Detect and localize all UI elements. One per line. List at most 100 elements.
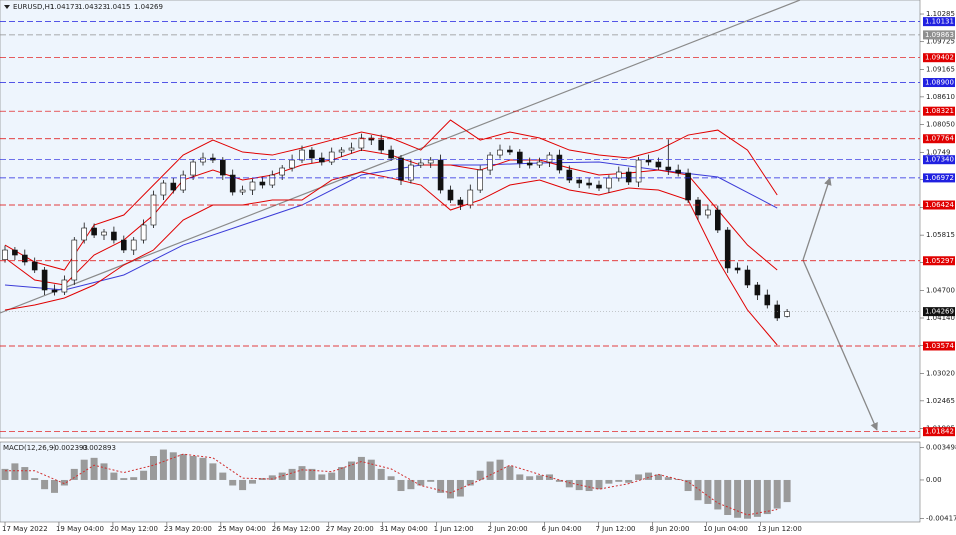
y-tick-label: 1.04700 — [926, 286, 955, 294]
level-label: 1.10131 — [925, 18, 954, 26]
y-tick-label: 1.08610 — [926, 93, 955, 101]
macd-bar — [80, 459, 88, 480]
macd-bar — [595, 479, 603, 490]
macd-bar — [397, 479, 405, 492]
macd-bar — [605, 479, 613, 484]
x-tick-label: 17 May 2022 — [2, 525, 48, 533]
level-label-box — [923, 53, 955, 63]
macd-bar — [496, 459, 504, 480]
candle-body — [437, 159, 444, 191]
macd-bar — [357, 456, 365, 480]
macd-bar — [298, 466, 306, 480]
level-label: 1.08321 — [925, 107, 954, 115]
candle-body — [239, 189, 246, 193]
macd-bar — [179, 454, 187, 480]
candle-body — [61, 279, 68, 293]
candle-body — [398, 157, 404, 181]
macd-bar — [625, 479, 633, 483]
candle-body — [150, 194, 157, 226]
candle-body — [477, 169, 484, 191]
macd-bar — [367, 459, 375, 480]
macd-bar — [110, 472, 118, 480]
x-tick-label: 20 May 12:00 — [110, 525, 158, 533]
candle-body — [507, 149, 513, 153]
candle-body — [121, 239, 127, 251]
macd-bar — [724, 479, 732, 515]
header-icon — [4, 5, 10, 9]
candle-body — [675, 169, 682, 174]
candle-body — [546, 154, 553, 163]
candle-body — [784, 311, 790, 317]
y-tick-label: 1.05815 — [926, 231, 955, 239]
candle-body — [457, 199, 464, 206]
macd-y-tick-label: 0.003498 — [926, 444, 956, 452]
macd-bar — [318, 474, 326, 480]
macd-bar — [615, 479, 623, 482]
macd-bar — [635, 474, 643, 480]
macd-bar — [704, 479, 712, 504]
macd-bar — [427, 479, 435, 482]
macd-bar — [219, 472, 227, 480]
macd-bar — [387, 476, 395, 480]
candle-body — [378, 139, 385, 151]
x-tick-label: 25 May 04:00 — [218, 525, 266, 533]
level-label-box — [923, 341, 955, 351]
macd-bar — [575, 479, 583, 491]
macd-bar — [783, 479, 791, 503]
y-tick-label: 1.03020 — [926, 369, 955, 377]
x-tick-label: 27 May 20:00 — [326, 525, 374, 533]
level-label: 1.06424 — [925, 201, 954, 209]
macd-bar — [209, 463, 217, 480]
x-tick-label: 19 May 04:00 — [56, 525, 104, 533]
x-tick-label: 2 Jun 20:00 — [488, 525, 528, 533]
candle-body — [536, 161, 543, 166]
macd-bar — [536, 475, 544, 480]
candle-body — [220, 159, 226, 176]
candle-body — [447, 189, 454, 201]
y-tick-label: 1.08050 — [926, 121, 955, 129]
candle-body — [408, 164, 414, 181]
candle-body — [12, 249, 18, 256]
level-label-box — [923, 30, 955, 40]
candle-body — [497, 149, 503, 156]
candle-body — [358, 137, 365, 149]
macd-bar — [437, 479, 445, 493]
candle-body — [764, 294, 771, 306]
macd-main-value: -0.002393 — [52, 444, 88, 452]
candle-body — [299, 149, 305, 161]
candle-body — [655, 161, 662, 168]
candle-body — [714, 209, 721, 231]
candle-body — [417, 162, 424, 166]
macd-bar — [466, 479, 474, 486]
macd-y-tick-label: 0.00 — [926, 476, 942, 484]
main-layers — [0, 0, 801, 346]
header-low: 1.0415 — [106, 3, 131, 11]
x-tick-label: 31 May 04:00 — [380, 525, 428, 533]
macd-bar — [41, 479, 49, 490]
macd-bar — [278, 472, 286, 480]
level-label-box — [923, 134, 955, 144]
candle-body — [754, 284, 761, 296]
header-high: 1.04323 — [78, 3, 107, 11]
level-label: 1.09402 — [925, 54, 954, 62]
candle-body — [625, 171, 632, 183]
macd-bar — [21, 467, 29, 480]
macd-bar — [189, 455, 197, 480]
candle-body — [615, 171, 622, 179]
candle-body — [705, 209, 711, 216]
macd-bar — [130, 477, 138, 480]
candle-body — [388, 149, 394, 159]
macd-bar — [694, 479, 702, 501]
candle-body — [734, 267, 741, 271]
candle-body — [744, 269, 751, 286]
candle-body — [91, 227, 97, 236]
candle-body — [556, 154, 563, 171]
macd-bar — [60, 479, 68, 486]
level-label: 1.05297 — [925, 257, 954, 265]
macd-bar — [456, 479, 464, 497]
y-tick-label: 1.02465 — [926, 397, 955, 405]
candle-body — [259, 181, 266, 186]
macd-bar — [447, 479, 454, 499]
trendline — [0, 0, 801, 314]
